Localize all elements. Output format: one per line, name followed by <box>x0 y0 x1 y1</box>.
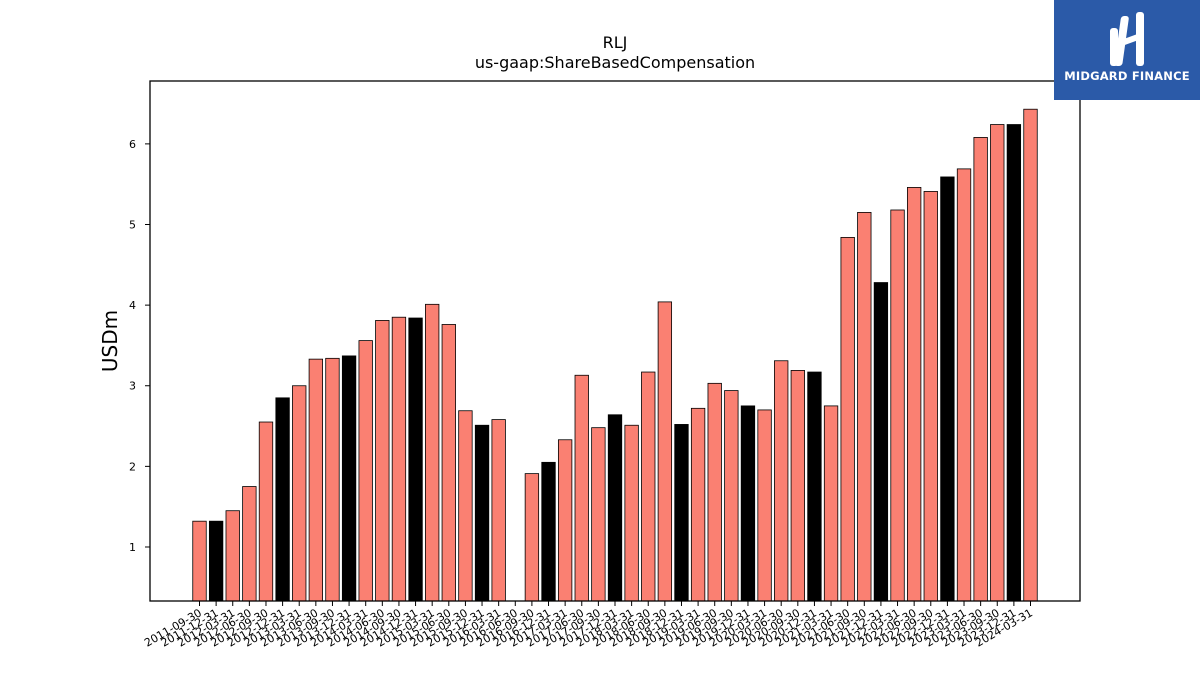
plot-frame <box>149 80 1081 602</box>
bar-2021-09-30 <box>857 212 872 602</box>
bar-2016-03-31 <box>491 419 506 602</box>
bar-2016-12-31 <box>541 461 556 602</box>
bar-2012-03-31 <box>225 510 240 602</box>
bar-2014-06-30 <box>375 320 390 602</box>
bar-2017-06-30 <box>574 374 589 602</box>
logo-mark-icon <box>1110 12 1144 66</box>
y-tick-label: 1 <box>129 541 136 554</box>
y-tick-label: 2 <box>129 460 136 473</box>
bar-2014-12-31 <box>408 317 423 602</box>
bar-2014-09-30 <box>391 316 407 602</box>
bar-2012-06-30 <box>242 486 257 602</box>
bar-2013-06-30 <box>308 358 323 602</box>
midgard-finance-logo: MIDGARD FINANCE <box>1054 0 1200 100</box>
bar-2015-03-31 <box>425 303 440 602</box>
y-tick-label: 3 <box>129 380 136 393</box>
bar-2022-09-30 <box>923 191 938 602</box>
y-tick-label: 5 <box>129 219 136 232</box>
bar-2019-12-31 <box>740 405 756 602</box>
bar-2021-03-31 <box>823 405 839 602</box>
bar-2012-12-31 <box>275 397 290 602</box>
x-axis-ticks: 2011-09-302011-12-312012-03-312012-06-30… <box>142 601 1035 650</box>
bar-2022-12-31 <box>940 176 955 602</box>
bar-2023-12-31 <box>1006 124 1022 602</box>
bar-2020-09-30 <box>790 370 805 602</box>
bar-2016-09-30 <box>524 473 540 602</box>
bar-2014-03-31 <box>358 340 373 602</box>
bar-2020-12-31 <box>807 371 822 602</box>
bar-2018-12-31 <box>674 424 689 602</box>
chart-subtitle: us-gaap:ShareBasedCompensation <box>475 53 755 72</box>
bar-2013-09-30 <box>325 357 340 602</box>
bar-2012-09-30 <box>258 421 274 602</box>
bar-2024-03-31 <box>1023 108 1038 602</box>
bar-2017-03-31 <box>557 439 573 602</box>
bar-2023-03-31 <box>956 168 972 602</box>
bar-2019-06-30 <box>707 382 722 602</box>
chart-title: RLJ <box>603 33 628 52</box>
bar-2022-06-30 <box>907 187 922 602</box>
bar-2013-03-31 <box>292 385 307 602</box>
bar-2018-03-31 <box>624 424 639 602</box>
y-axis-ticks: 1 2 3 4 5 6 <box>129 138 150 554</box>
y-axis-label: USDm <box>98 310 122 372</box>
bar-2019-09-30 <box>724 390 739 602</box>
bar-2021-06-30 <box>840 236 855 602</box>
bar-2020-03-31 <box>757 409 772 602</box>
y-tick-label: 4 <box>129 299 136 312</box>
bar-2017-12-31 <box>607 414 623 602</box>
bar-2013-12-31 <box>341 355 357 602</box>
bar-2018-06-30 <box>641 371 656 602</box>
bar-2020-06-30 <box>774 360 789 602</box>
bar-2015-09-30 <box>458 410 473 602</box>
bar-2017-09-30 <box>591 427 606 602</box>
bar-2021-12-31 <box>873 282 889 602</box>
bar-2022-03-31 <box>890 209 905 602</box>
bar-2019-03-31 <box>690 407 706 602</box>
bar-2015-12-31 <box>474 424 490 602</box>
logo-text: MIDGARD FINANCE <box>1064 69 1190 83</box>
bar-2011-12-31 <box>208 520 224 602</box>
bar-2023-06-30 <box>973 137 988 602</box>
bar-2015-06-30 <box>441 324 456 602</box>
bar-2011-09-30 <box>192 520 207 602</box>
bar-2018-09-30 <box>657 301 673 602</box>
bar-2023-09-30 <box>990 124 1005 602</box>
bars-group <box>192 108 1038 602</box>
y-tick-label: 6 <box>129 138 136 151</box>
